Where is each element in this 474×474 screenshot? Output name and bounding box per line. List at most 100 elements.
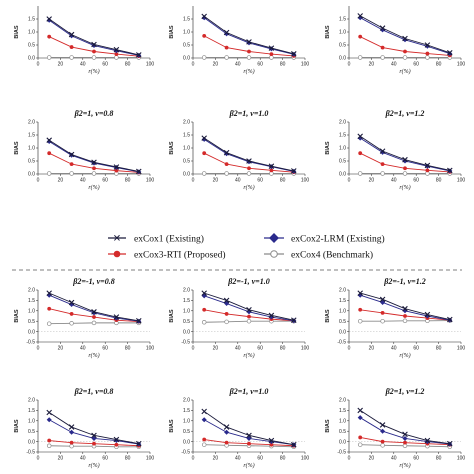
x-tick-label: 20 — [369, 346, 375, 352]
x-tick-label: 80 — [125, 346, 131, 352]
data-point-circle — [247, 49, 251, 54]
x-tick-label: 80 — [280, 346, 286, 352]
x-tick-label: 80 — [436, 62, 442, 68]
data-point-x — [379, 25, 386, 31]
y-axis-label: BIAS — [169, 141, 175, 154]
data-point-x — [201, 290, 207, 296]
data-point-x — [447, 50, 453, 56]
data-point-circle — [247, 314, 251, 319]
data-point-circle — [269, 442, 274, 447]
y-tick-label: 2.0 — [28, 288, 35, 294]
y-tick-label: 1.5 — [339, 17, 346, 23]
data-point-circle — [425, 51, 430, 56]
x-tick-label: 80 — [436, 178, 442, 184]
x-tick-label: 100 — [457, 456, 466, 462]
y-tick-label: 0.5 — [183, 159, 190, 165]
data-point-x — [246, 306, 252, 313]
data-point-diamond — [357, 415, 363, 421]
x-tick-label: 40 — [80, 178, 86, 184]
x-tick-label: 80 — [125, 178, 131, 184]
data-point-circle — [92, 315, 96, 319]
data-point-x — [223, 424, 230, 430]
y-tick-label: 1.5 — [183, 408, 190, 414]
legend-label-excox1: exCox1 (Existing) — [134, 234, 204, 245]
x-tick-label: 60 — [102, 62, 108, 68]
y-tick-label: 2.0 — [28, 398, 35, 404]
x-axis-label: r(%) — [88, 352, 99, 359]
y-tick-label: 0.0 — [339, 439, 346, 445]
chart-panel: β2=-1, ν=1.0 -0.5 0.0 0.5 1.0 1.5 2.0 0 20 40 60 80… — [169, 277, 309, 359]
x-tick-label: 100 — [457, 62, 466, 68]
data-point-circle — [92, 166, 96, 171]
x-tick-label: 60 — [257, 346, 263, 352]
data-point-x — [424, 311, 431, 318]
x-tick-label: 100 — [301, 456, 310, 462]
y-tick-label: 0.0 — [339, 172, 346, 178]
x-tick-label: 40 — [235, 62, 241, 68]
data-point-open-circle — [246, 171, 252, 176]
y-axis-label: BIAS — [169, 25, 175, 38]
data-point-open-circle — [46, 55, 52, 60]
y-tick-label: 0.0 — [28, 56, 35, 62]
data-point-x — [357, 290, 363, 296]
y-tick-label: 1.0 — [28, 309, 35, 315]
x-tick-label: 100 — [146, 456, 155, 462]
data-point-open-circle — [91, 171, 97, 176]
x-tick-label: 20 — [58, 346, 64, 352]
x-tick-label: 20 — [213, 62, 219, 68]
x-axis-label: r(%) — [399, 68, 410, 75]
panel-title: β2=1, ν=0.8 — [74, 109, 114, 118]
y-tick-label: 0.5 — [183, 43, 190, 49]
data-point-circle — [403, 166, 407, 171]
series-line — [203, 137, 294, 172]
data-point-circle — [358, 151, 363, 156]
data-point-x — [246, 158, 252, 164]
data-point-diamond — [380, 428, 386, 434]
data-point-open-circle — [380, 318, 385, 324]
x-tick-label: 60 — [257, 62, 263, 68]
data-point-x — [379, 296, 386, 303]
panel-title: β2=-1, ν=1.2 — [383, 277, 425, 286]
y-tick-label: 2.0 — [183, 288, 190, 294]
data-point-x — [136, 168, 142, 175]
data-point-circle — [202, 34, 207, 38]
panel-title: β2=1, ν=1.0 — [229, 387, 269, 396]
x-tick-label: 0 — [37, 62, 40, 68]
data-point-open-circle — [224, 55, 229, 60]
y-tick-label: 2.0 — [339, 288, 346, 294]
x-tick-label: 60 — [413, 346, 419, 352]
x-tick-label: 40 — [235, 346, 241, 352]
data-point-x — [291, 168, 297, 174]
data-point-x — [246, 432, 252, 439]
y-tick-label: 0.0 — [339, 329, 346, 335]
chart-panel: β2=1, ν=0.8 0.0 0.5 1.0 1.5 2.0 0 20 40 60 80 100 BI… — [14, 109, 154, 191]
panel-title: β2=-1, ν=0.8 — [72, 277, 114, 286]
x-tick-label: 40 — [391, 178, 397, 184]
data-point-circle — [224, 45, 229, 50]
x-tick-label: 0 — [37, 346, 40, 352]
data-point-open-circle — [246, 318, 252, 324]
data-point-circle — [380, 45, 385, 50]
panel-title: β2=-1, ν=1.0 — [227, 277, 269, 286]
y-tick-label: 2.0 — [28, 120, 35, 126]
y-axis-label: BIAS — [14, 309, 20, 322]
y-tick-label: 1.0 — [339, 146, 346, 152]
x-tick-label: 60 — [102, 178, 108, 184]
open-circle-marker-icon — [270, 250, 278, 258]
data-point-x — [68, 151, 75, 158]
data-point-open-circle — [91, 55, 97, 60]
y-tick-label: 1.5 — [183, 298, 190, 304]
series-line — [48, 18, 139, 56]
data-point-open-circle — [69, 443, 74, 449]
x-tick-label: 20 — [213, 178, 219, 184]
x-axis-label: r(%) — [243, 352, 254, 359]
data-point-x — [201, 135, 207, 141]
data-point-x — [46, 290, 52, 296]
y-tick-label: 1.0 — [28, 30, 35, 36]
y-tick-label: 0.0 — [28, 439, 35, 445]
data-point-x — [268, 163, 275, 169]
legend-entry-excox1: ✕ exCox1 (Existing) — [108, 234, 204, 245]
x-tick-label: 80 — [436, 456, 442, 462]
data-point-x — [113, 46, 120, 53]
